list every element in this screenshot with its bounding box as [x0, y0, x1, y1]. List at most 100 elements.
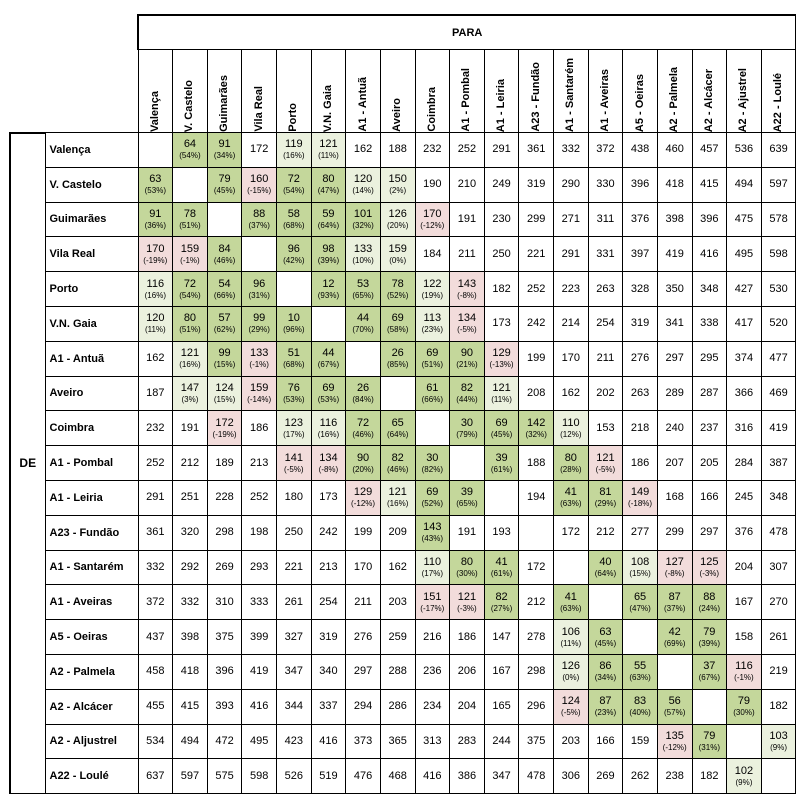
cell-percent: (65%) — [456, 499, 478, 509]
cell-value: 182 — [492, 282, 511, 295]
cell-value: 88 — [253, 207, 266, 220]
table-cell: 26 (84%) — [345, 375, 381, 412]
cell-value: 297 — [700, 526, 719, 539]
distance-matrix-table: PARA Valença V. Castelo Guimarães Vila Real… — [9, 14, 797, 795]
cell-value: 221 — [284, 560, 303, 573]
table-cell: 478 — [760, 514, 797, 551]
table-cell: 191 — [449, 201, 485, 238]
cell-value: 121 — [492, 381, 511, 394]
cell-value: 396 — [630, 178, 650, 191]
table-cell: 90 (20%) — [345, 445, 381, 481]
cell-value: 598 — [769, 247, 788, 260]
table-cell: 212 — [587, 514, 624, 551]
cell-percent: (-8%) — [664, 568, 685, 578]
table-cell: 338 — [691, 305, 728, 342]
cell-value: 166 — [596, 734, 615, 747]
cell-value: 199 — [353, 526, 373, 539]
row-header: A2 - Alcácer — [44, 688, 139, 725]
table-cell: 234 — [414, 688, 451, 725]
column-header: A1 - Santarém — [553, 49, 589, 133]
table-cell: 361 — [518, 132, 554, 168]
cell-value: 147 — [180, 381, 200, 394]
cell-value: 173 — [492, 317, 511, 330]
table-cell: 330 — [587, 166, 624, 203]
cell-percent: (17%) — [283, 429, 305, 439]
cell-value: 478 — [527, 769, 546, 782]
cell-value: 320 — [180, 526, 200, 539]
cell-value: 347 — [284, 665, 303, 678]
cell-value: 90 — [460, 347, 474, 360]
cell-value: 162 — [561, 386, 580, 399]
table-cell: 376 — [622, 201, 658, 238]
table-cell: 328 — [622, 271, 658, 307]
cell-value: 373 — [353, 734, 373, 747]
table-cell: 189 — [206, 445, 243, 481]
cell-value: 58 — [287, 207, 300, 220]
cell-value: 173 — [319, 491, 338, 504]
empty-corner-lower — [10, 50, 138, 133]
cell-value: 80 — [564, 451, 577, 464]
table-cell: 182 — [483, 271, 520, 307]
cell-percent: (46%) — [213, 255, 236, 265]
table-cell: 162 — [379, 549, 416, 586]
cell-percent: (61%) — [490, 568, 513, 578]
table-cell: 87 (37%) — [656, 584, 693, 621]
table-cell: 240 — [656, 410, 693, 447]
cell-percent: (39%) — [317, 255, 340, 265]
table-cell-empty — [483, 479, 520, 516]
table-row: A2 - Alcácer 455 415 393 416 344 337 294 286 234 2… — [10, 688, 797, 725]
cell-value: 271 — [561, 212, 580, 225]
cell-value: 79 — [703, 729, 716, 742]
cell-value: 340 — [319, 665, 338, 678]
table-cell: 121 (-3%) — [449, 584, 485, 621]
table-cell: 290 — [553, 166, 589, 203]
row-header: A5 - Oeiras — [44, 619, 139, 655]
table-cell: 214 — [553, 305, 589, 342]
cell-value: 143 — [457, 277, 477, 290]
cell-value: 210 — [457, 178, 477, 191]
cell-value: 262 — [630, 769, 650, 782]
table-cell: 276 — [345, 619, 381, 655]
cell-value: 216 — [423, 630, 442, 643]
table-cell-empty — [691, 688, 728, 725]
table-cell: 495 — [241, 723, 277, 760]
table-cell: 423 — [276, 723, 312, 760]
cell-value: 204 — [734, 560, 754, 573]
cell-value: 44 — [356, 312, 370, 325]
cell-value: 297 — [665, 352, 684, 365]
cell-value: 129 — [353, 486, 373, 499]
table-cell: 639 — [760, 132, 797, 168]
row-header: A1 - Leiria — [44, 479, 139, 516]
cell-value: 316 — [734, 421, 754, 434]
table-cell: 270 — [760, 584, 797, 621]
cell-value: 133 — [250, 347, 269, 360]
cell-value: 121 — [457, 590, 477, 603]
cell-value: 332 — [180, 595, 200, 608]
table-cell: 170 — [345, 549, 381, 586]
cell-percent: (45%) — [213, 186, 236, 196]
table-cell: 376 — [726, 514, 762, 551]
cell-value: 236 — [423, 665, 442, 678]
table-cell: 61 (66%) — [414, 375, 451, 412]
cell-value: 160 — [250, 173, 269, 186]
table-cell: 332 — [553, 132, 589, 168]
table-cell: 57 (62%) — [206, 305, 243, 342]
cell-value: 191 — [457, 526, 477, 539]
table-cell: 88 (24%) — [691, 584, 728, 621]
table-cell: 242 — [310, 514, 347, 551]
cell-percent: (84%) — [352, 394, 374, 404]
table-cell: 80 (47%) — [310, 166, 347, 203]
cell-value: 228 — [215, 491, 234, 504]
table-cell: 419 — [241, 653, 277, 690]
table-cell: 121 (-5%) — [587, 445, 624, 481]
cell-value: 415 — [700, 178, 719, 191]
table-cell: 204 — [726, 549, 762, 586]
cell-percent: (16%) — [317, 429, 340, 439]
table-cell: 69 (58%) — [379, 305, 416, 342]
table-cell: 110 (12%) — [553, 410, 589, 447]
table-cell: 263 — [622, 375, 658, 412]
table-cell: 134 (-5%) — [449, 305, 485, 342]
table-cell: 398 — [656, 201, 693, 238]
cell-percent: (54%) — [179, 151, 201, 161]
cell-value: 289 — [665, 386, 684, 399]
